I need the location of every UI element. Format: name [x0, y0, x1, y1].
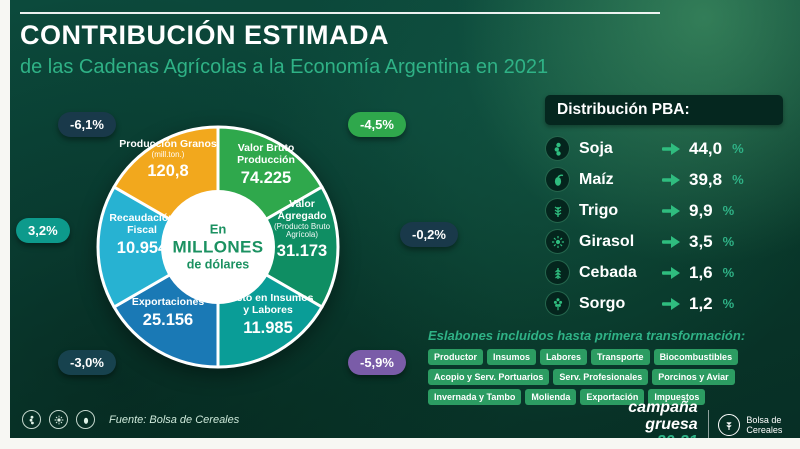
- page-title: CONTRIBUCIÓN ESTIMADA: [20, 20, 389, 50]
- footer-soy-icon: [22, 410, 41, 429]
- pba-panel: Distribución PBA: Soja 44,0% Maíz: [545, 95, 783, 319]
- eslabon-tag: Transporte: [591, 349, 650, 365]
- bottom-white-strip: [0, 438, 800, 449]
- variation-badge-exportaciones: -3,0%: [58, 350, 116, 375]
- cebada-icon: [545, 260, 570, 285]
- eslabones-title: Eslabones incluidos hasta primera transf…: [428, 328, 746, 343]
- eslabon-tag: Serv. Profesionales: [553, 369, 649, 385]
- pba-row-trigo: Trigo 9,9%: [545, 195, 783, 226]
- wedge-valor-agregado: [216, 185, 340, 309]
- donut-center-label: En MILLONES de dólares: [172, 221, 264, 272]
- wedge-recaudacion-fiscal: [96, 185, 220, 309]
- pba-row-cebada: Cebada 1,6%: [545, 257, 783, 288]
- pie-chart-svg: [96, 125, 340, 369]
- arrow-right-icon: [662, 297, 680, 310]
- arrow-right-icon: [662, 173, 680, 186]
- footer-corn-icon: [76, 410, 95, 429]
- eslabones-tags: Productor Insumos Labores Transporte Bio…: [428, 349, 792, 405]
- variation-badge-recaudacion: 3,2%: [16, 218, 70, 243]
- percent-sign: %: [722, 234, 735, 249]
- percent-sign: %: [732, 172, 744, 187]
- donut-center-circle: [161, 190, 275, 304]
- eslabon-tag: Productor: [428, 349, 484, 365]
- eslabones-section: Eslabones incluidos hasta primera transf…: [428, 328, 792, 405]
- left-white-strip: [0, 0, 10, 449]
- pba-row-maiz: Maíz 39,8%: [545, 164, 783, 195]
- arrow-right-icon: [662, 266, 680, 279]
- maiz-icon: [545, 167, 570, 192]
- eslabon-tag: Biocombustibles: [653, 349, 739, 365]
- trigo-icon: [545, 198, 570, 223]
- arrow-right-icon: [662, 235, 680, 248]
- eslabon-tag: Exportación: [580, 389, 645, 405]
- header-rule: [20, 12, 660, 14]
- soja-icon: [545, 136, 570, 161]
- page-subtitle: de las Cadenas Agrícolas a la Economía A…: [20, 56, 549, 78]
- percent-sign: %: [722, 296, 735, 311]
- pba-panel-title: Distribución PBA:: [545, 95, 783, 125]
- eslabon-tag: Porcinos y Aviar: [652, 369, 735, 385]
- eslabon-tag: Molienda: [525, 389, 577, 405]
- variation-badge-gasto-insumos: -5,9%: [348, 350, 406, 375]
- eslabon-tag: Impuestos: [648, 389, 706, 405]
- variation-badge-produccion-granos: -6,1%: [58, 112, 116, 137]
- pba-row-soja: Soja 44,0%: [545, 133, 783, 164]
- eslabon-tag: Labores: [540, 349, 588, 365]
- source-text: Fuente: Bolsa de Cereales: [109, 413, 240, 426]
- bolsa-cereales-logo: Bolsa de Cereales: [718, 414, 800, 437]
- girasol-icon: [545, 229, 570, 254]
- pba-row-sorgo: Sorgo 1,2%: [545, 288, 783, 319]
- pba-list: Soja 44,0% Maíz 39,8%: [545, 133, 783, 319]
- footer-source: Fuente: Bolsa de Cereales: [22, 410, 239, 429]
- bolsa-cereales-text: Bolsa de Cereales: [746, 414, 783, 436]
- bolsa-cereales-icon: [718, 414, 741, 437]
- footer-divider: [707, 410, 709, 441]
- eslabon-tag: Acopio y Serv. Portuarios: [428, 369, 550, 385]
- eslabon-tag: Invernada y Tambo: [428, 389, 522, 405]
- percent-sign: %: [722, 265, 735, 280]
- arrow-right-icon: [662, 204, 680, 217]
- variation-badge-valor-agregado: -0,2%: [400, 222, 458, 247]
- footer-sunflower-icon: [49, 410, 68, 429]
- pie-chart: Valor Bruto Producción 74.225 Valor Agre…: [88, 117, 348, 377]
- variation-badge-valor-bruto: -4,5%: [348, 112, 406, 137]
- eslabon-tag: Insumos: [487, 349, 537, 365]
- percent-sign: %: [722, 203, 735, 218]
- sorgo-icon: [545, 291, 570, 316]
- arrow-right-icon: [662, 142, 680, 155]
- pba-row-girasol: Girasol 3,5%: [545, 226, 783, 257]
- percent-sign: %: [732, 141, 744, 156]
